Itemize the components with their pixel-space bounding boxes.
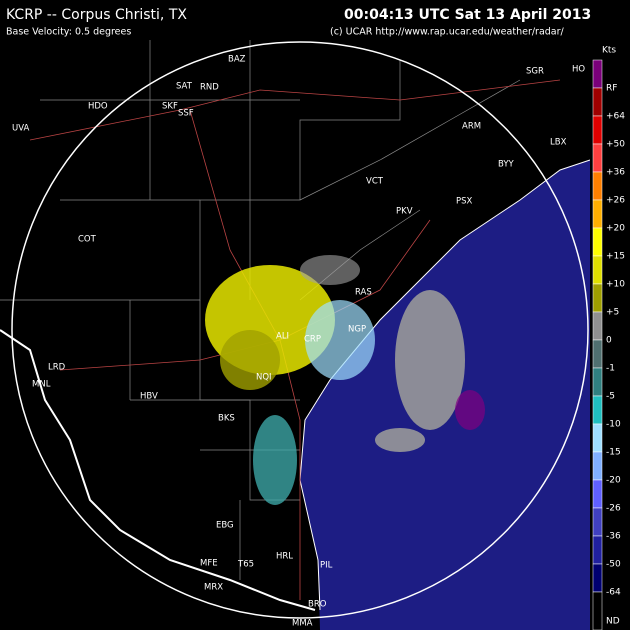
legend-label: -15 (606, 448, 621, 458)
legend-title: Kts (602, 46, 616, 56)
echoes (205, 255, 485, 505)
header-bg (0, 0, 630, 40)
station: RAS (355, 288, 372, 298)
legend-label: -26 (606, 504, 621, 514)
credit: (c) UCAR http://www.rap.ucar.edu/weather… (330, 27, 565, 38)
echo (305, 300, 375, 380)
station: LBX (550, 138, 567, 148)
station: RND (200, 83, 219, 93)
legend-swatch (592, 423, 603, 453)
station: MNL (32, 380, 51, 390)
legend-swatch (592, 199, 603, 229)
legend-label: -5 (606, 392, 615, 402)
legend-swatch (592, 171, 603, 201)
legend-swatch (592, 535, 603, 565)
station: SAT (176, 82, 193, 92)
station: EBG (216, 521, 234, 531)
legend-swatch (592, 395, 603, 425)
legend-swatch (592, 115, 603, 145)
station: NQI (256, 373, 272, 383)
legend-swatch (592, 451, 603, 481)
legend-swatch (592, 339, 603, 369)
station-title: KCRP -- Corpus Christi, TX (6, 7, 187, 23)
echo (455, 390, 485, 430)
legend-label: +15 (606, 252, 625, 262)
station: SKF (162, 102, 178, 112)
legend-label: -36 (606, 532, 621, 542)
legend-swatch (592, 227, 603, 257)
station: HO (572, 65, 585, 75)
legend-swatch (592, 367, 603, 397)
station: PSX (456, 197, 473, 207)
legend-label: ND (606, 617, 620, 627)
legend-swatch (592, 563, 603, 593)
legend-label: +64 (606, 112, 625, 122)
legend-label: +50 (606, 140, 625, 150)
legend-swatch (592, 87, 603, 117)
echo (253, 415, 297, 505)
echo (395, 290, 465, 430)
station: BAZ (228, 55, 246, 65)
legend-label: +26 (606, 196, 625, 206)
echo (375, 428, 425, 452)
station: ARM (462, 122, 481, 132)
station: UVA (12, 124, 29, 134)
station: HRL (276, 552, 293, 562)
coast (299, 159, 591, 611)
station: HDO (88, 102, 108, 112)
station: PKV (396, 207, 413, 217)
legend-label: -20 (606, 476, 621, 486)
station: MFE (200, 559, 218, 569)
legend-label: RF (606, 84, 617, 94)
timestamp: 00:04:13 UTC Sat 13 April 2013 (344, 7, 591, 23)
station: HBV (140, 392, 158, 402)
station: T65 (237, 560, 254, 570)
station: LRD (48, 363, 66, 373)
product: Base Velocity: 0.5 degrees (6, 27, 131, 38)
legend-swatch (592, 311, 603, 341)
station: VCT (366, 177, 384, 187)
station: ALI (276, 332, 289, 342)
station: SGR (526, 67, 544, 77)
legend-swatch (592, 59, 603, 89)
border (0, 329, 316, 611)
legend-swatch (592, 255, 603, 285)
legend-label: +5 (606, 308, 619, 318)
legend-swatch (592, 507, 603, 537)
county-lines (0, 40, 521, 580)
station: SSF (178, 109, 194, 119)
legend-label: +10 (606, 280, 625, 290)
range-ring (11, 41, 589, 619)
station: BYY (498, 160, 515, 170)
station: CRP (304, 335, 321, 345)
legend-label: -10 (606, 420, 621, 430)
legend-label: 0 (606, 336, 612, 346)
legend-swatch (592, 591, 603, 630)
legend-swatch (592, 143, 603, 173)
echo (300, 255, 360, 285)
legend-label: +20 (606, 224, 625, 234)
station: MRX (204, 583, 223, 593)
station: BKS (218, 414, 235, 424)
legend-label: -1 (606, 364, 615, 374)
legend-label: +36 (606, 168, 625, 178)
station: COT (78, 235, 97, 245)
stations: BAZ SAT RND HDO SKF SSF UVA COT ARM LBX … (12, 55, 585, 629)
legend: RF+64+50+36+26+20+15+10+50-1-5-10-15-20-… (592, 59, 625, 630)
station: MMA (292, 619, 313, 629)
station: BRO (308, 600, 327, 610)
station: PIL (320, 561, 333, 571)
legend-swatch (592, 283, 603, 313)
legend-label: -64 (606, 588, 621, 598)
legend-label: -50 (606, 560, 621, 570)
echo (220, 330, 280, 390)
station: NGP (348, 325, 366, 335)
legend-swatch (592, 479, 603, 509)
